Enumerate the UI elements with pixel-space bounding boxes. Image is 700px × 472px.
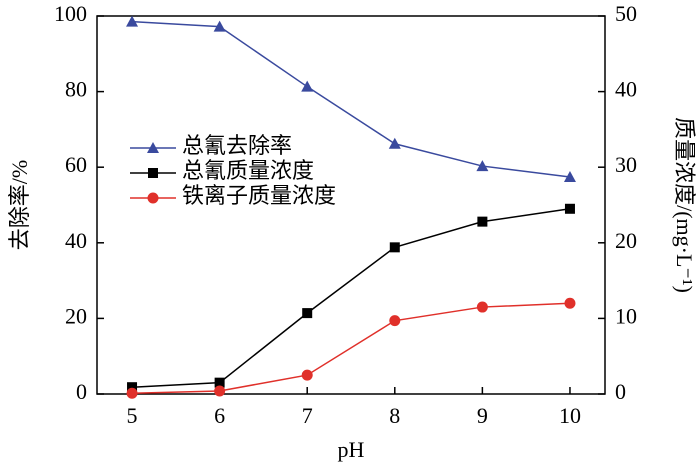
series-line: [131, 20, 571, 178]
marker: [126, 387, 138, 399]
marker: [148, 168, 158, 178]
y2-tick-label: 0: [615, 379, 626, 404]
legend-label: 铁离子质量浓度: [182, 183, 336, 208]
y-axis-label: 去除率/%: [7, 160, 32, 250]
legend-label: 总氰质量浓度: [182, 158, 314, 183]
marker: [389, 315, 401, 327]
marker: [214, 377, 225, 388]
y-tick-label: 100: [54, 1, 87, 26]
marker: [213, 20, 226, 32]
y-tick-label: 60: [65, 152, 87, 177]
marker: [476, 301, 488, 313]
marker: [126, 15, 139, 27]
legend-label: 总氰去除率: [182, 133, 292, 158]
marker: [302, 308, 313, 319]
y2-tick-label: 20: [615, 228, 637, 253]
marker: [301, 80, 314, 92]
y-tick-label: 0: [76, 379, 87, 404]
x-axis-label: pH: [338, 437, 365, 462]
y2-tick-label: 30: [615, 152, 637, 177]
series-line: [132, 302, 570, 394]
marker: [563, 171, 576, 183]
marker: [477, 216, 488, 227]
x-tick-label: 9: [477, 403, 488, 428]
x-tick-label: 8: [389, 403, 400, 428]
y-tick-label: 40: [65, 228, 87, 253]
marker: [147, 142, 159, 153]
y2-tick-label: 40: [615, 77, 637, 102]
marker: [388, 137, 401, 149]
marker: [214, 385, 226, 397]
marker: [127, 382, 138, 393]
x-tick-label: 6: [214, 403, 225, 428]
y2-axis-label: 质量浓度/(mg·L⁻¹): [672, 117, 697, 293]
y2-tick-label: 10: [615, 303, 637, 328]
x-tick-label: 10: [559, 403, 581, 428]
plot-frame: [96, 15, 606, 395]
marker: [147, 192, 159, 204]
marker: [564, 297, 576, 309]
marker: [389, 242, 400, 253]
marker: [301, 369, 313, 381]
y-tick-label: 80: [65, 77, 87, 102]
y2-tick-label: 50: [615, 1, 637, 26]
marker: [564, 203, 575, 214]
series-line: [131, 208, 571, 388]
y-tick-label: 20: [65, 303, 87, 328]
x-tick-label: 5: [127, 403, 138, 428]
marker: [476, 160, 489, 172]
x-tick-label: 7: [302, 403, 313, 428]
